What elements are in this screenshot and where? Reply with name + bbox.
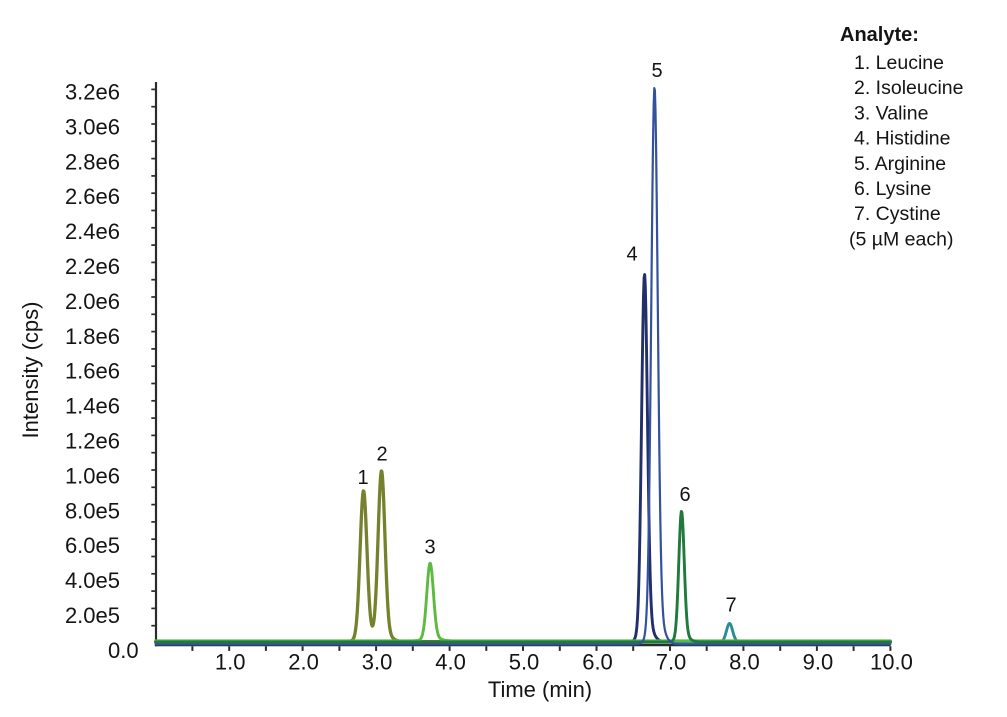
svg-text:2.0e6: 2.0e6 — [65, 289, 120, 314]
svg-text:2.8e6: 2.8e6 — [65, 149, 120, 174]
svg-text:3.2e6: 3.2e6 — [65, 80, 120, 105]
svg-text:1.0e6: 1.0e6 — [65, 463, 120, 488]
svg-text:1.0: 1.0 — [215, 650, 246, 675]
svg-text:5. Arginine: 5. Arginine — [854, 153, 946, 175]
svg-text:5.0: 5.0 — [509, 650, 540, 675]
svg-text:2.6e6: 2.6e6 — [65, 184, 120, 209]
svg-text:0.0: 0.0 — [108, 638, 139, 663]
svg-text:9.0: 9.0 — [803, 650, 834, 675]
svg-text:6.0: 6.0 — [582, 650, 613, 675]
svg-text:Analyte:: Analyte: — [840, 24, 919, 46]
svg-text:2. Isoleucine: 2. Isoleucine — [854, 77, 964, 99]
svg-text:1. Leucine: 1. Leucine — [854, 52, 944, 74]
svg-text:4.0e5: 4.0e5 — [65, 568, 120, 593]
svg-text:6. Lysine: 6. Lysine — [854, 178, 931, 200]
svg-text:2: 2 — [376, 443, 387, 465]
svg-text:3.0: 3.0 — [362, 650, 393, 675]
svg-text:6: 6 — [679, 484, 690, 506]
svg-text:Intensity (cps): Intensity (cps) — [18, 302, 43, 439]
svg-text:3: 3 — [424, 536, 435, 558]
svg-text:2.4e6: 2.4e6 — [65, 219, 120, 244]
svg-text:1.6e6: 1.6e6 — [65, 359, 120, 384]
svg-text:(5 µM each): (5 µM each) — [849, 228, 953, 250]
svg-text:7: 7 — [725, 594, 736, 616]
svg-text:6.0e5: 6.0e5 — [65, 533, 120, 558]
svg-text:1.2e6: 1.2e6 — [65, 429, 120, 454]
svg-text:5: 5 — [651, 60, 662, 82]
svg-text:2.0: 2.0 — [288, 650, 319, 675]
svg-text:1.4e6: 1.4e6 — [65, 394, 120, 419]
svg-text:10.0: 10.0 — [870, 650, 913, 675]
svg-text:7. Cystine: 7. Cystine — [854, 203, 941, 225]
svg-text:2.0e5: 2.0e5 — [65, 603, 120, 628]
svg-text:7.0: 7.0 — [656, 650, 687, 675]
svg-text:1: 1 — [357, 467, 368, 489]
svg-text:8.0e5: 8.0e5 — [65, 498, 120, 523]
svg-text:1.8e6: 1.8e6 — [65, 324, 120, 349]
svg-text:4: 4 — [626, 243, 637, 265]
svg-text:4.0: 4.0 — [435, 650, 466, 675]
svg-text:8.0: 8.0 — [729, 650, 760, 675]
svg-text:Time (min): Time (min) — [488, 677, 592, 702]
svg-text:4. Histidine: 4. Histidine — [854, 128, 950, 150]
svg-text:3.0e6: 3.0e6 — [65, 114, 120, 139]
svg-text:3. Valine: 3. Valine — [854, 102, 928, 124]
svg-text:2.2e6: 2.2e6 — [65, 254, 120, 279]
